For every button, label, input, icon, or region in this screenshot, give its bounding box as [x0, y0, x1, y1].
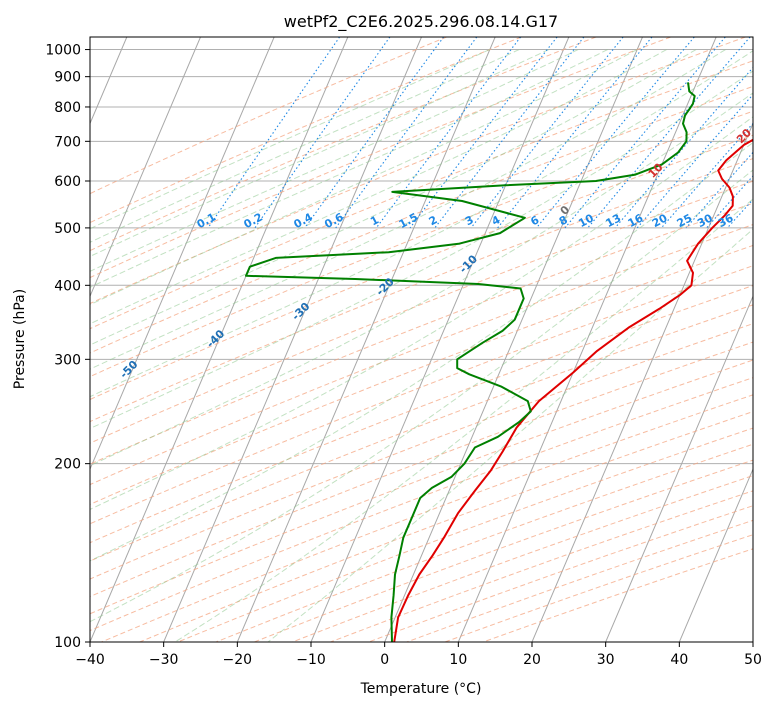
isotherm-line [236, 37, 496, 642]
x-tick-label: 10 [449, 652, 467, 668]
mixing-ratio-label: 16 [626, 211, 646, 230]
dry-adiabat [90, 377, 753, 632]
moist-adiabat [90, 49, 726, 370]
y-axis-label: Pressure (hPa) [12, 289, 28, 389]
moist-adiabat [90, 70, 753, 430]
dry-adiabat [90, 341, 753, 598]
isotherm-line [90, 37, 349, 642]
y-tick-label: 900 [54, 70, 81, 86]
isotherm-line [457, 37, 717, 642]
moist-adiabat [90, 49, 579, 272]
dry-adiabat [90, 134, 753, 401]
x-tick-label: 40 [670, 652, 688, 668]
moist-adiabat [90, 49, 697, 346]
dewpoint-profile-line [245, 82, 696, 642]
chart-title: wetPf2_C2E6.2025.296.08.14.G17 [284, 12, 558, 32]
moist-adiabat [267, 228, 753, 642]
x-tick-label: 20 [523, 652, 541, 668]
y-tick-label: 700 [54, 134, 81, 150]
y-tick-label: 1000 [45, 43, 81, 59]
moist-adiabat [90, 49, 490, 230]
moist-adiabat [90, 116, 753, 510]
x-tick-label: 50 [744, 652, 762, 668]
isotherm-line [163, 37, 422, 642]
plot-frame [89, 36, 754, 643]
moist-adiabat [90, 169, 753, 623]
mixing-ratio-line [564, 37, 726, 229]
mixing-ratio-label: 20 [650, 211, 670, 230]
mixing-ratio-line [375, 37, 522, 229]
x-tick-label: 0 [380, 652, 389, 668]
isotherm-line [90, 37, 275, 471]
dry-adiabat [90, 37, 746, 305]
dry-adiabat [101, 394, 753, 642]
dry-adiabat [90, 37, 447, 195]
y-tick-label: 400 [54, 278, 81, 294]
y-tick-label: 200 [54, 457, 81, 473]
x-tick-label: −30 [149, 652, 179, 668]
plot-area [90, 37, 753, 642]
dry-adiabat [90, 284, 753, 544]
y-tick-label: 800 [54, 100, 81, 116]
mixing-ratio-line [254, 37, 391, 229]
dry-adiabat [90, 180, 753, 444]
moist-adiabat [90, 49, 608, 288]
dry-adiabat [90, 304, 753, 562]
moist-adiabat [90, 49, 549, 257]
mixing-ratio-label: 25 [675, 211, 695, 230]
y-tick-label: 300 [54, 352, 81, 368]
moist-adiabat [90, 49, 520, 243]
isotherm-line [678, 467, 753, 642]
dry-adiabat [90, 359, 753, 615]
y-tick-label: 100 [54, 635, 81, 651]
mixing-ratio-label: 30 [695, 211, 715, 230]
isotherm-line [90, 37, 201, 298]
temperature-profile-line [393, 138, 753, 642]
moist-adiabat [90, 141, 753, 562]
x-tick-label: −40 [75, 652, 105, 668]
dry-adiabat-label: 20 [734, 126, 754, 146]
dry-adiabat [90, 37, 671, 279]
mixing-ratio-line [207, 37, 341, 229]
x-tick-label: −10 [296, 652, 326, 668]
y-tick-label: 600 [54, 174, 81, 190]
moist-adiabat [90, 92, 753, 467]
isotherm-line [605, 295, 753, 642]
mixing-ratio-line [335, 37, 478, 229]
x-axis-label: Temperature (°C) [360, 681, 482, 697]
dry-adiabat [90, 265, 753, 525]
isotherm-line [384, 37, 643, 642]
mixing-ratio-label: 10 [576, 211, 596, 230]
mixing-ratio-line [304, 37, 445, 229]
moist-adiabat [90, 49, 638, 306]
mixing-ratio-label: 13 [604, 211, 624, 230]
x-tick-label: −20 [223, 652, 253, 668]
mixing-ratio-line [636, 93, 753, 229]
moist-adiabat [174, 198, 753, 642]
y-tick-label: 500 [54, 221, 81, 237]
dry-adiabat [90, 158, 753, 423]
dry-adiabat [90, 37, 522, 224]
mixing-ratio-line [497, 37, 653, 229]
mixing-ratio-label: 36 [716, 211, 736, 230]
x-tick-label: 30 [597, 652, 615, 668]
moist-adiabat [90, 49, 667, 325]
